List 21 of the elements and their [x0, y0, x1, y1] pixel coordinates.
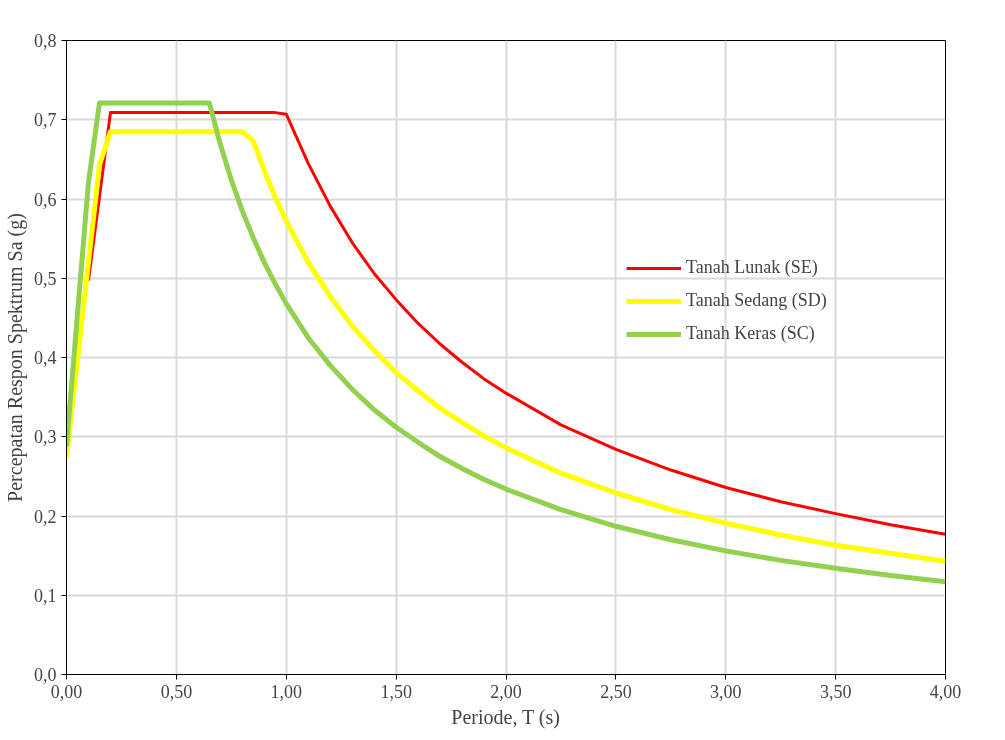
y-tick-label: 0,1	[34, 585, 57, 606]
x-tick-label: 1,00	[270, 681, 302, 702]
x-tick-label: 3,50	[819, 681, 852, 702]
x-tick-label: 3,00	[710, 681, 742, 702]
y-tick-label: 0,8	[34, 31, 57, 51]
y-tick-label: 0,4	[34, 348, 57, 368]
legend-label: Tanah Lunak (SE)	[686, 257, 818, 278]
x-tick-label: 2,00	[490, 681, 522, 702]
y-axis-title: Percepatan Respon Spektrum Sa (g)	[4, 213, 27, 502]
x-tick-label: 4,00	[929, 681, 962, 702]
y-tick-label: 0,7	[34, 110, 57, 131]
x-axis-title: Periode, T (s)	[451, 705, 560, 729]
x-tick-label: 1,50	[380, 681, 412, 702]
y-tick-label: 0,6	[34, 189, 57, 210]
y-tick-label: 0,3	[34, 427, 57, 448]
x-tick-label: 2,50	[600, 681, 632, 702]
y-tick-label: 0,2	[34, 506, 57, 527]
legend-label: Tanah Sedang (SD)	[686, 290, 827, 311]
x-tick-label: 0,50	[160, 681, 193, 702]
y-tick-label: 0,5	[34, 268, 57, 289]
legend-label: Tanah Keras (SC)	[686, 323, 815, 344]
